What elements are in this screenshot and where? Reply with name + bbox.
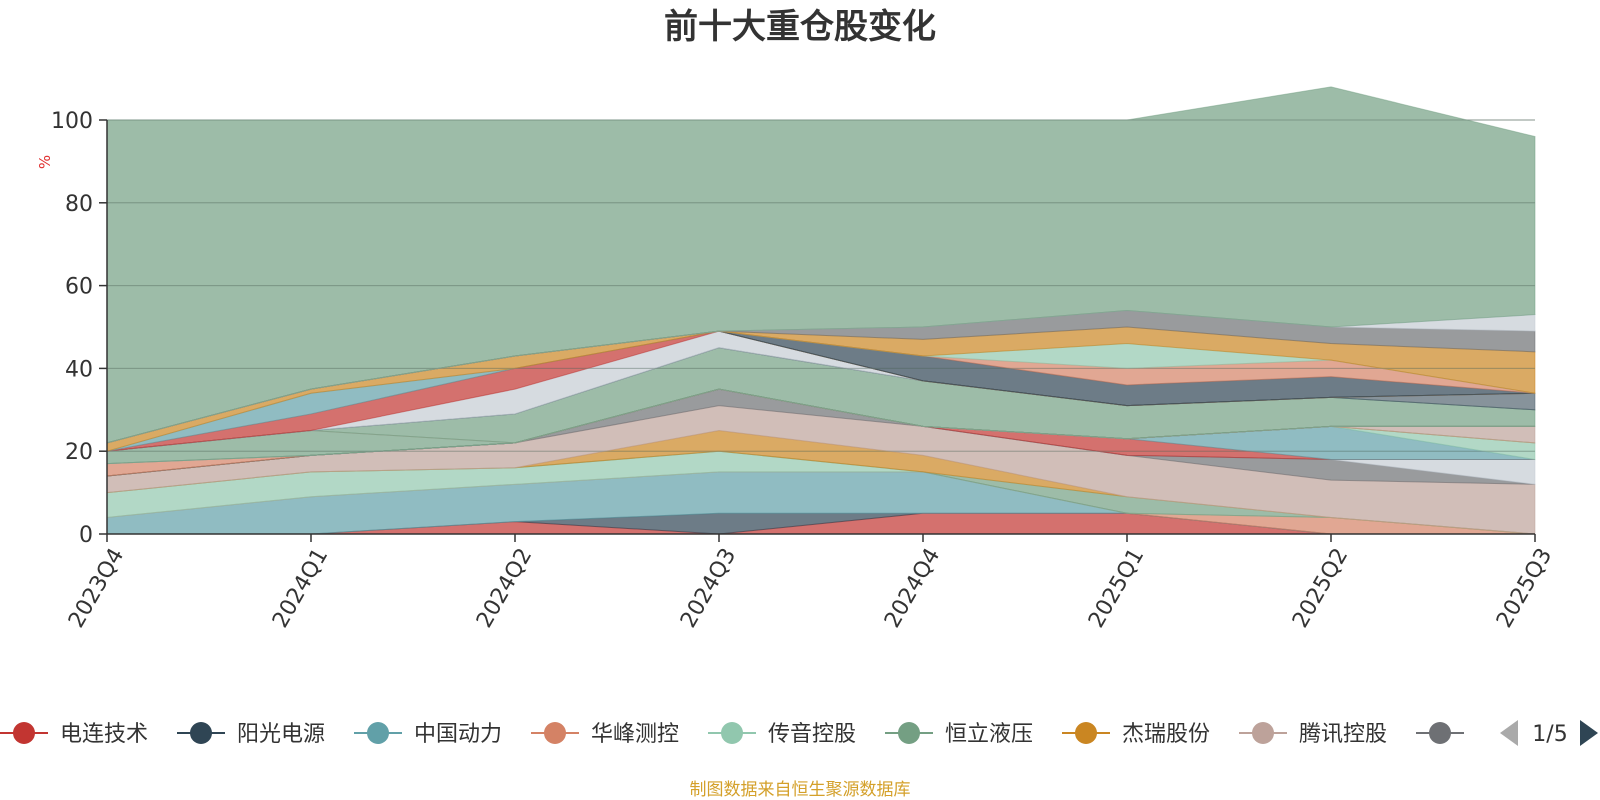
x-tick-label: 2025Q2	[1288, 544, 1353, 632]
area-series[interactable]	[106, 86, 1536, 535]
legend-marker	[13, 722, 35, 744]
y-axis-ticks: 0 20 40 60 80 100	[51, 109, 107, 548]
legend-item-partial[interactable]	[1416, 722, 1464, 744]
legend-item-3[interactable]: 华峰测控	[531, 722, 679, 747]
legend-item-0[interactable]: 电连技术	[0, 722, 148, 747]
legend-prev-icon[interactable]	[1500, 720, 1518, 746]
legend-label: 阳光电源	[237, 722, 325, 747]
axes	[106, 120, 1535, 535]
legend-item-7[interactable]: 腾讯控股	[1239, 722, 1387, 747]
legend-marker	[1429, 722, 1451, 744]
y-tick-label: 40	[65, 357, 93, 382]
x-axis-ticks: 2023Q4 2024Q1 2024Q2 2024Q3 2024Q4 2025Q1 2025…	[64, 534, 1557, 632]
legend-item-5[interactable]: 恒立液压	[885, 722, 1033, 747]
legend-next-icon[interactable]	[1580, 720, 1598, 746]
legend-page-indicator: 1/5	[1532, 722, 1567, 747]
legend-label: 中国动力	[414, 722, 502, 747]
legend-label: 杰瑞股份	[1122, 722, 1210, 747]
legend-label: 恒立液压	[945, 722, 1033, 747]
legend-item-4[interactable]: 传音控股	[708, 722, 856, 747]
source-note: 制图数据来自恒生聚源数据库	[690, 780, 911, 800]
legend-item-2[interactable]: 中国动力	[354, 722, 502, 747]
y-tick-label: 20	[65, 440, 93, 465]
x-tick-label: 2024Q4	[880, 544, 945, 632]
y-tick-label: 60	[65, 275, 93, 300]
x-tick-label: 2025Q1	[1084, 544, 1149, 632]
y-tick-label: 100	[51, 109, 93, 134]
legend-marker	[721, 722, 743, 744]
chart-title: 前十大重仓股变化	[664, 7, 936, 47]
legend-label: 腾讯控股	[1299, 722, 1387, 747]
area-series-40[interactable]	[106, 86, 1536, 444]
x-tick-label: 2025Q3	[1492, 544, 1557, 632]
legend-label: 华峰测控	[591, 722, 679, 747]
x-tick-label: 2023Q4	[64, 544, 129, 632]
legend-marker	[367, 722, 389, 744]
legend-label: 传音控股	[768, 722, 856, 747]
y-axis-unit: %	[36, 155, 54, 169]
x-tick-label: 2024Q1	[268, 544, 333, 632]
legend-marker	[544, 722, 566, 744]
x-tick-label: 2024Q2	[472, 544, 537, 632]
legend-marker	[898, 722, 920, 744]
legend-item-1[interactable]: 阳光电源	[177, 722, 325, 747]
legend: 电连技术 阳光电源 中国动力 华峰测控 传音控股 恒立液压 杰瑞股份 腾讯控股	[0, 722, 1464, 747]
legend-item-6[interactable]: 杰瑞股份	[1062, 722, 1210, 747]
x-tick-label: 2024Q3	[676, 544, 741, 632]
y-tick-label: 0	[79, 523, 93, 548]
legend-label: 电连技术	[60, 722, 148, 747]
legend-marker	[1075, 722, 1097, 744]
legend-pager: 1/5	[1500, 720, 1598, 747]
legend-marker	[1252, 722, 1274, 744]
y-tick-label: 80	[65, 192, 93, 217]
legend-marker	[190, 722, 212, 744]
